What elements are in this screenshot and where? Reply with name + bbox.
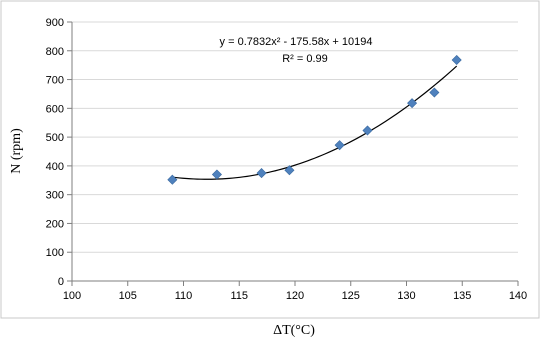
y-tick-label: 0 xyxy=(58,276,64,288)
r-squared-label: R² = 0.99 xyxy=(282,53,328,65)
data-point xyxy=(451,54,462,66)
data-point xyxy=(256,168,267,179)
data-point xyxy=(362,125,373,136)
chart-frame xyxy=(0,0,540,319)
y-tick-label: 400 xyxy=(46,161,64,173)
y-tick-label: 500 xyxy=(46,132,64,144)
grid-lines xyxy=(72,21,518,253)
x-tick-label: 100 xyxy=(63,290,81,302)
data-points xyxy=(167,54,462,185)
x-tick-label: 135 xyxy=(453,290,471,302)
trendline-equation: y = 0.7832x² - 175.58x + 10194 xyxy=(220,36,373,48)
y-tick-label: 100 xyxy=(46,247,64,259)
y-axis-title: N (rpm) xyxy=(9,128,24,174)
y-tick-label: 900 xyxy=(46,17,64,29)
y-tick-label: 600 xyxy=(46,103,64,115)
data-point xyxy=(334,140,345,151)
x-tick-label: 105 xyxy=(119,290,137,302)
y-tick-label: 800 xyxy=(46,46,64,58)
data-point xyxy=(429,87,440,98)
data-point xyxy=(167,174,178,185)
y-tick-label: 200 xyxy=(46,218,64,230)
x-tick-label: 125 xyxy=(342,290,360,302)
tick-labels: 0 100 200 300 400 500 600 700 800 900 100 105 110 115… xyxy=(46,17,528,302)
axes xyxy=(67,21,519,286)
y-tick-label: 700 xyxy=(46,75,64,87)
data-point xyxy=(284,165,295,176)
x-axis-title: ΔT(°C) xyxy=(273,323,315,338)
x-tick-label: 115 xyxy=(230,290,248,302)
y-tick-label: 300 xyxy=(46,190,64,202)
data-point xyxy=(211,169,222,180)
x-tick-label: 110 xyxy=(175,290,193,302)
x-tick-label: 130 xyxy=(397,290,415,302)
x-tick-label: 140 xyxy=(509,290,527,302)
data-point xyxy=(407,98,418,109)
x-tick-label: 120 xyxy=(286,290,304,302)
